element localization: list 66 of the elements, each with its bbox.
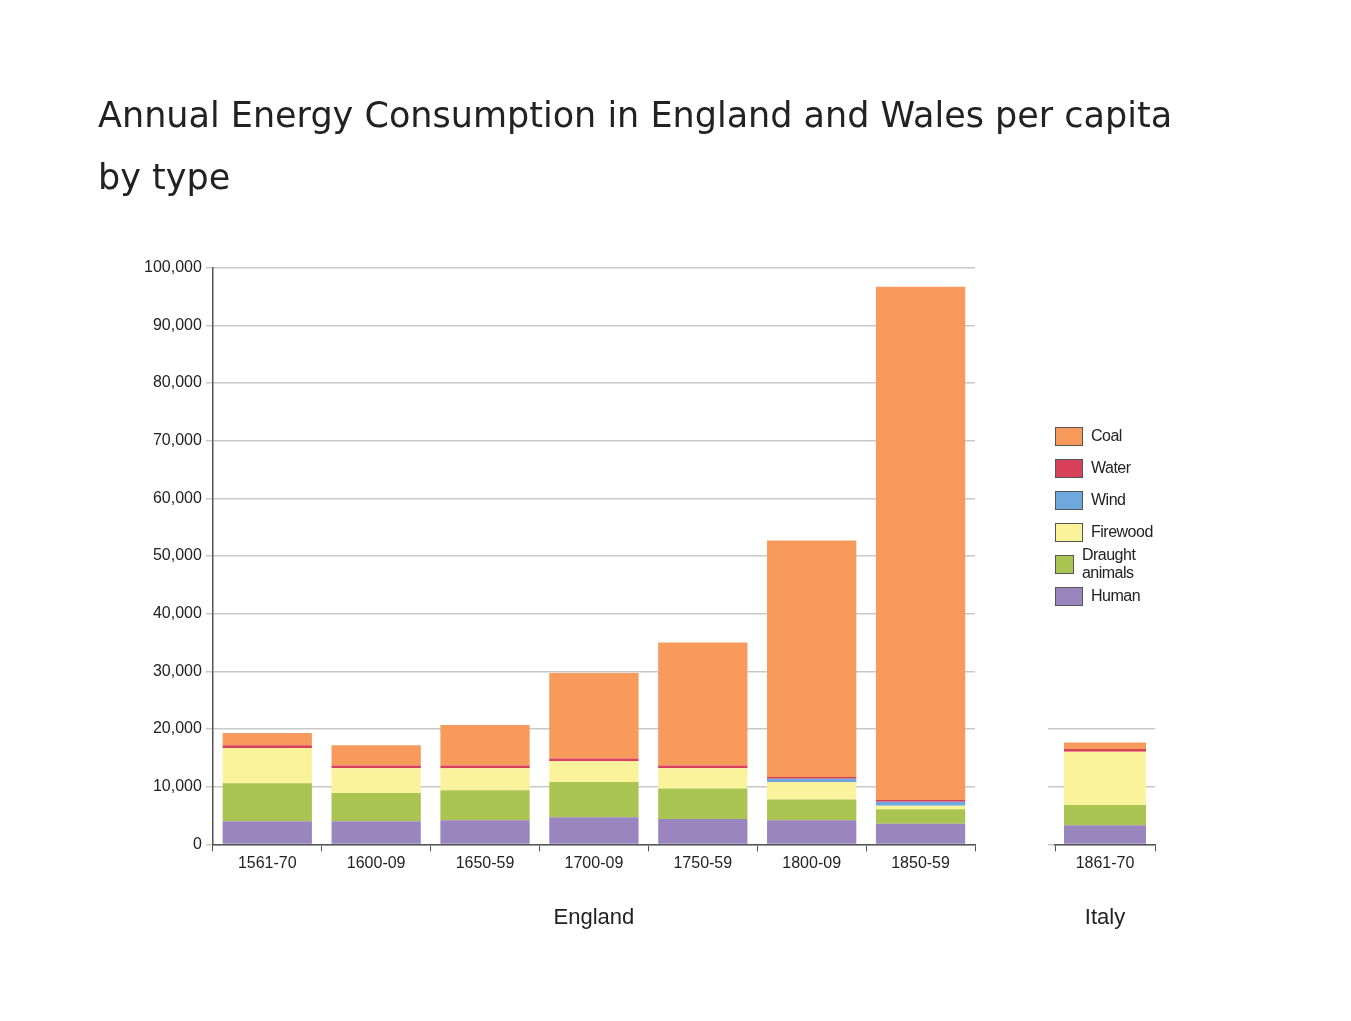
bar bbox=[222, 821, 312, 844]
x-tick-label: 1800-09 bbox=[782, 854, 842, 872]
y-tick-label: 50,000 bbox=[152, 546, 202, 564]
bar bbox=[767, 782, 857, 800]
bar bbox=[658, 642, 748, 766]
y-tick-label: 10,000 bbox=[152, 777, 202, 795]
bar bbox=[331, 765, 421, 769]
x-tick-label: 1850-59 bbox=[891, 854, 951, 872]
legend-label: Coal bbox=[1091, 427, 1122, 445]
legend-label: Water bbox=[1091, 459, 1131, 477]
bar bbox=[440, 765, 530, 769]
bar bbox=[222, 748, 312, 784]
bar bbox=[222, 745, 312, 749]
y-tick-label: 60,000 bbox=[152, 488, 202, 506]
y-tick-label: 100,000 bbox=[143, 258, 202, 276]
bar bbox=[875, 823, 966, 844]
bar bbox=[767, 820, 857, 844]
bar bbox=[331, 745, 421, 766]
bar bbox=[549, 673, 639, 759]
bar bbox=[1064, 825, 1146, 844]
x-axis-title: England bbox=[553, 903, 635, 929]
bar bbox=[658, 768, 748, 789]
x-tick-label: 1600-09 bbox=[346, 854, 406, 872]
bar bbox=[440, 820, 530, 844]
y-tick-label: 0 bbox=[192, 834, 202, 852]
x-tick-label: 1561-70 bbox=[237, 854, 297, 872]
y-tick-label: 90,000 bbox=[152, 315, 202, 333]
bar bbox=[658, 788, 748, 820]
y-tick-label: 80,000 bbox=[152, 373, 202, 391]
bar bbox=[440, 768, 530, 791]
legend-label: Human bbox=[1091, 587, 1141, 605]
bar bbox=[1064, 742, 1146, 749]
y-tick-label: 70,000 bbox=[152, 431, 202, 449]
bar bbox=[549, 817, 639, 844]
x-tick-label: 1700-09 bbox=[564, 854, 624, 872]
bar bbox=[222, 733, 312, 746]
bar bbox=[549, 782, 639, 818]
x-tick-label: 1861-70 bbox=[1075, 854, 1135, 872]
bar bbox=[331, 768, 421, 794]
legend-label: Firewood bbox=[1091, 523, 1153, 541]
legend-label: Wind bbox=[1091, 491, 1126, 509]
bar bbox=[1064, 748, 1146, 752]
x-tick-label: 1650-59 bbox=[455, 854, 515, 872]
y-tick-label: 40,000 bbox=[152, 604, 202, 622]
bar bbox=[549, 761, 639, 783]
bar bbox=[1064, 751, 1146, 806]
bar bbox=[222, 783, 312, 822]
bar bbox=[331, 821, 421, 844]
bar bbox=[875, 801, 966, 806]
bar bbox=[440, 725, 530, 766]
legend-label: Draught animals bbox=[1081, 546, 1137, 582]
bar bbox=[875, 809, 966, 824]
bar bbox=[1064, 805, 1146, 826]
bar bbox=[875, 286, 966, 800]
bar bbox=[767, 540, 857, 777]
y-tick-label: 30,000 bbox=[152, 661, 202, 679]
x-axis-title: Italy bbox=[1084, 903, 1126, 929]
bar bbox=[549, 758, 639, 762]
bar bbox=[440, 790, 530, 821]
chart-title: Annual Energy Consumption in England and Wales per capita by type bbox=[98, 94, 1174, 199]
bar bbox=[767, 799, 857, 821]
bar bbox=[658, 819, 748, 844]
bar bbox=[658, 765, 748, 769]
x-tick-label: 1750-59 bbox=[673, 854, 733, 872]
y-tick-label: 20,000 bbox=[152, 719, 202, 737]
bar bbox=[331, 793, 421, 822]
